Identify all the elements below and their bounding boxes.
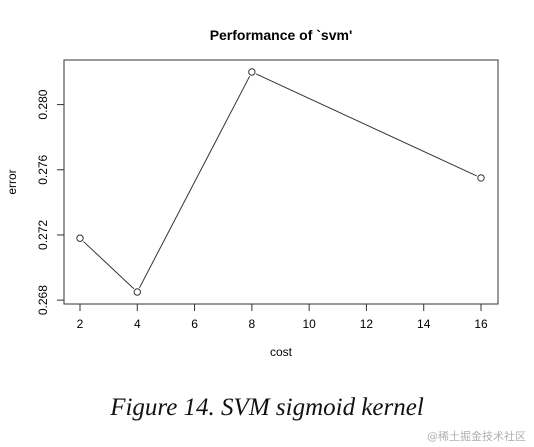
figure-caption: Figure 14. SVM sigmoid kernel <box>110 394 424 421</box>
y-tick-label: 0.268 <box>36 285 50 315</box>
series-segment <box>83 241 135 290</box>
y-tick-label: 0.280 <box>36 89 50 119</box>
x-tick-label: 4 <box>134 317 141 331</box>
y-tick-label: 0.272 <box>36 220 50 250</box>
series-segment <box>139 75 251 289</box>
data-point <box>477 174 485 182</box>
x-axis-label: cost <box>270 345 293 359</box>
x-tick-label: 16 <box>474 317 488 331</box>
series-segment <box>255 73 477 177</box>
watermark: @稀土掘金技术社区 <box>427 430 526 443</box>
x-tick-label: 8 <box>249 317 256 331</box>
x-tick-label: 2 <box>77 317 84 331</box>
data-point <box>248 68 256 76</box>
data-point <box>76 234 84 242</box>
series-line <box>76 68 485 296</box>
x-tick-label: 12 <box>360 317 374 331</box>
plot-frame <box>63 59 499 305</box>
x-tick-label: 6 <box>191 317 198 331</box>
x-tick-label: 10 <box>302 317 316 331</box>
y-axis-label: error <box>5 169 19 194</box>
y-tick-label: 0.276 <box>36 154 50 184</box>
data-point <box>133 288 141 296</box>
chart-title: Performance of `svm' <box>210 27 353 43</box>
chart: Performance of `svm' 2 4 6 8 10 12 14 16 0.2680… <box>5 27 499 359</box>
x-tick-label: 14 <box>417 317 431 331</box>
x-axis: 2 4 6 8 10 12 14 16 <box>77 304 488 331</box>
y-axis: 0.268 0.272 0.276 0.280 <box>36 89 64 315</box>
